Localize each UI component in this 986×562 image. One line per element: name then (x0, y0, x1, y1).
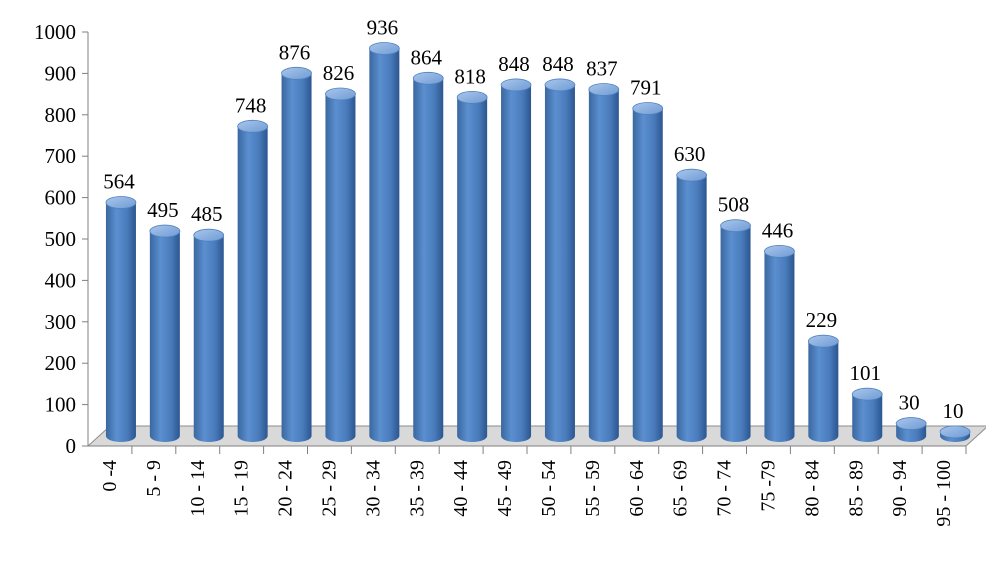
data-label: 564 (103, 170, 135, 194)
data-labels-group: 564 495 485 748 876 826 936 864 818 848 848 837 791 6… (103, 15, 963, 422)
x-tick-label: 35 - 39 (406, 460, 428, 517)
x-tick-label: 80 - 84 (801, 460, 823, 517)
bar (764, 244, 795, 443)
bar (632, 102, 664, 443)
data-label: 495 (147, 198, 179, 222)
y-tick-label: 100 (45, 393, 77, 417)
data-label: 101 (850, 361, 882, 385)
bar (149, 224, 181, 443)
bar (676, 168, 708, 443)
x-axis: 0 -4 5 - 9 10 - 14 15 - 19 20 - 24 25 - 29 30 … (88, 445, 967, 527)
bar (544, 78, 576, 443)
x-tick-label: 95 - 100 (933, 460, 955, 527)
bar (939, 425, 971, 443)
x-tick-label: 85 - 89 (845, 460, 867, 517)
bar (193, 228, 225, 443)
y-tick-label: 200 (45, 351, 77, 375)
x-tick-label: 5 - 9 (143, 460, 165, 497)
data-label: 848 (498, 52, 530, 76)
y-axis: 0 100 200 300 400 500 600 700 800 900 1000 (34, 20, 89, 458)
y-tick-label: 800 (45, 103, 77, 127)
data-label: 446 (762, 218, 794, 242)
y-tick-label: 300 (45, 310, 77, 334)
bar (412, 71, 444, 443)
bar (281, 66, 312, 443)
x-tick-label: 25 - 29 (318, 460, 340, 517)
bar (895, 417, 927, 443)
y-tick-label: 700 (45, 144, 77, 168)
data-label: 748 (235, 93, 267, 117)
data-label: 30 (899, 391, 920, 415)
y-tick-label: 900 (45, 61, 77, 85)
data-label: 936 (367, 15, 399, 39)
data-label: 826 (323, 61, 355, 85)
x-tick-label: 60 - 64 (626, 460, 648, 517)
x-tick-label: 90 - 94 (889, 460, 911, 517)
x-tick-label: 65 - 69 (670, 460, 692, 517)
bar (807, 334, 839, 443)
bar (325, 87, 356, 443)
data-label: 508 (718, 193, 750, 217)
x-tick-label: 45 - 49 (494, 460, 516, 517)
data-label: 10 (943, 399, 964, 423)
y-tick-label: 500 (45, 227, 77, 251)
bar (500, 78, 532, 443)
x-tick-label: 75 -79 (757, 460, 779, 512)
x-tick-label: 10 - 14 (187, 460, 209, 517)
bar (720, 219, 751, 443)
bar (851, 387, 883, 443)
data-label: 485 (191, 202, 223, 226)
data-label: 848 (542, 52, 574, 76)
data-label: 229 (806, 308, 838, 332)
x-tick-label: 50 - 54 (538, 460, 560, 517)
x-tick-label: 40 - 44 (450, 460, 472, 517)
data-label: 791 (630, 76, 662, 100)
bar (237, 119, 269, 443)
bars-group (105, 42, 971, 443)
data-label: 837 (586, 56, 618, 80)
y-tick-label: 600 (45, 186, 77, 210)
x-tick-label: 55 - 59 (582, 460, 604, 517)
x-tick-label: 70 - 74 (714, 460, 736, 517)
bar (456, 90, 488, 443)
data-label: 818 (454, 64, 486, 88)
y-tick-label: 400 (45, 268, 77, 292)
bar (105, 196, 137, 443)
y-tick-label: 1000 (34, 20, 76, 44)
bar (368, 42, 400, 443)
x-tick-label: 15 - 19 (231, 460, 253, 517)
data-label: 630 (674, 142, 706, 166)
bar (588, 83, 620, 443)
y-tick-label: 0 (66, 434, 77, 458)
data-label: 864 (411, 45, 443, 69)
data-label: 876 (279, 40, 311, 64)
x-tick-label: 20 - 24 (275, 460, 297, 517)
x-tick-label: 30 - 34 (362, 460, 384, 517)
x-tick-label: 0 -4 (99, 460, 121, 492)
